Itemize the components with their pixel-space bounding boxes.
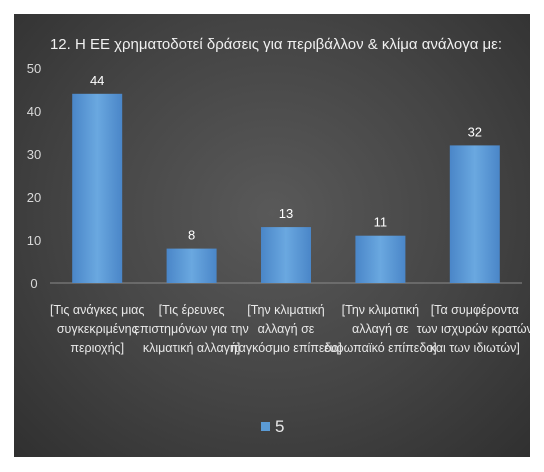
category-label: και των ιδιωτών] <box>430 341 520 355</box>
category-label: [Τις ανάγκες μιας <box>50 303 144 317</box>
y-tick-label: 10 <box>27 233 41 248</box>
data-label: 44 <box>90 73 104 88</box>
y-tick-label: 0 <box>30 276 37 291</box>
category-label: παγκόσμιο επίπεδο] <box>230 341 342 355</box>
category-label: επιστημόνων για την <box>134 322 248 336</box>
category-label: [Τα συμφέροντα <box>431 303 519 317</box>
chart-title: 12. Η ΕΕ χρηματοδοτεί δράσεις για περιβά… <box>50 36 502 53</box>
category-label: κλιματική αλλαγή] <box>143 341 241 355</box>
category-label: των ισχυρών κρατών <box>417 322 530 336</box>
legend-swatch <box>261 422 270 431</box>
category-label: [Τις έρευνες <box>159 303 225 317</box>
data-label: 13 <box>279 206 293 221</box>
data-label: 32 <box>468 124 482 139</box>
bar-chart: 12. Η ΕΕ χρηματοδοτεί δράσεις για περιβά… <box>27 36 530 436</box>
category-label: ευρωπαϊκό επίπεδο] <box>324 341 437 355</box>
bar <box>166 248 217 283</box>
category-label: αλλαγή σε <box>258 322 315 336</box>
bar <box>72 93 123 283</box>
y-tick-label: 40 <box>27 104 41 119</box>
data-label: 8 <box>188 228 195 243</box>
legend-label: 5 <box>275 417 284 436</box>
y-tick-label: 30 <box>27 147 41 162</box>
data-label: 11 <box>374 215 388 230</box>
y-tick-label: 20 <box>27 190 41 205</box>
bar <box>355 235 406 283</box>
bar <box>261 227 311 283</box>
bar <box>449 145 500 283</box>
y-tick-label: 50 <box>27 61 41 76</box>
category-label: περιοχής] <box>70 341 124 355</box>
legend: 5 <box>261 417 284 436</box>
category-label: αλλαγή σε <box>352 322 409 336</box>
chart-panel: 12. Η ΕΕ χρηματοδοτεί δράσεις για περιβά… <box>14 14 530 457</box>
category-label: [Την κλιματική <box>247 303 325 317</box>
category-label: συγκεκριμένης <box>57 322 138 336</box>
category-label: [Την κλιματική <box>342 303 420 317</box>
